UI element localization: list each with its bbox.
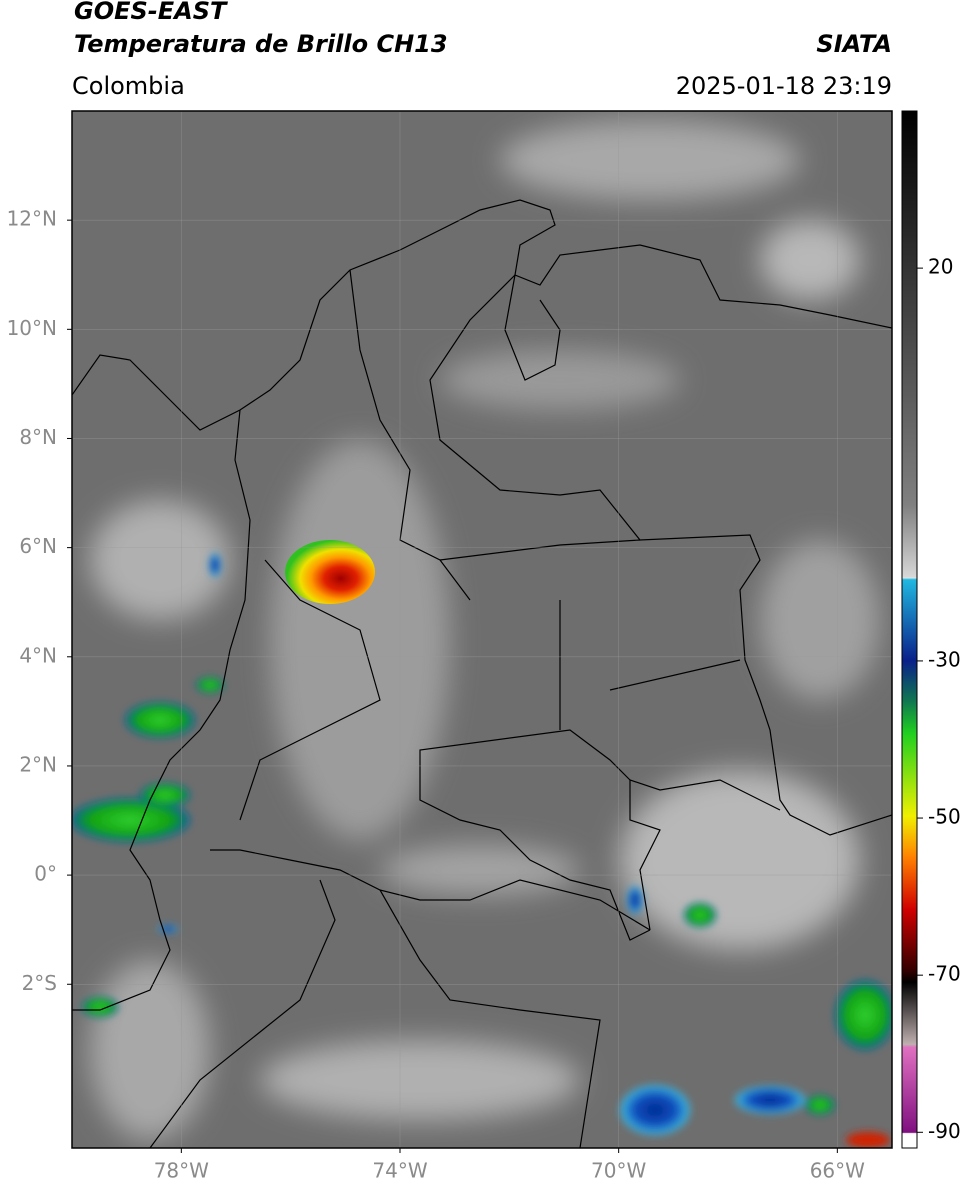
subtitle: Temperatura de Brillo CH13 bbox=[74, 30, 448, 58]
region: Colombia bbox=[72, 72, 185, 100]
title: GOES-EAST bbox=[74, 0, 228, 25]
y-tick-label: 12°N bbox=[7, 207, 57, 231]
x-tick-label: 74°W bbox=[372, 1159, 427, 1183]
x-tick-label: 66°W bbox=[810, 1159, 865, 1183]
colorbar-tick-label: -70 bbox=[928, 962, 961, 986]
y-tick-label: 4°N bbox=[19, 643, 57, 667]
y-tick-label: 2°N bbox=[19, 752, 57, 776]
y-tick-label: 0° bbox=[34, 862, 57, 886]
clouds bbox=[90, 120, 880, 1140]
storm bbox=[285, 540, 375, 604]
colorbar-tick-label: -30 bbox=[928, 647, 961, 671]
y-tick-label: 2°S bbox=[22, 971, 57, 995]
map bbox=[72, 111, 892, 1148]
convective-cells bbox=[72, 553, 892, 1148]
datetime: 2025-01-18 23:19 bbox=[676, 72, 892, 100]
x-tick-label: 78°W bbox=[154, 1159, 209, 1183]
y-tick-label: 8°N bbox=[19, 425, 57, 449]
map-frame bbox=[71, 110, 893, 1149]
x-tick-label: 70°W bbox=[591, 1159, 646, 1183]
colorbar-tick-label: -50 bbox=[928, 805, 961, 829]
y-tick-label: 10°N bbox=[7, 316, 57, 340]
y-tick-label: 6°N bbox=[19, 534, 57, 558]
colorbar-tick-label: 20 bbox=[928, 255, 953, 279]
colorbar-tick-label: -90 bbox=[928, 1119, 961, 1143]
colorbar bbox=[901, 110, 918, 1149]
source: SIATA bbox=[816, 30, 892, 58]
map-background bbox=[72, 111, 892, 1148]
